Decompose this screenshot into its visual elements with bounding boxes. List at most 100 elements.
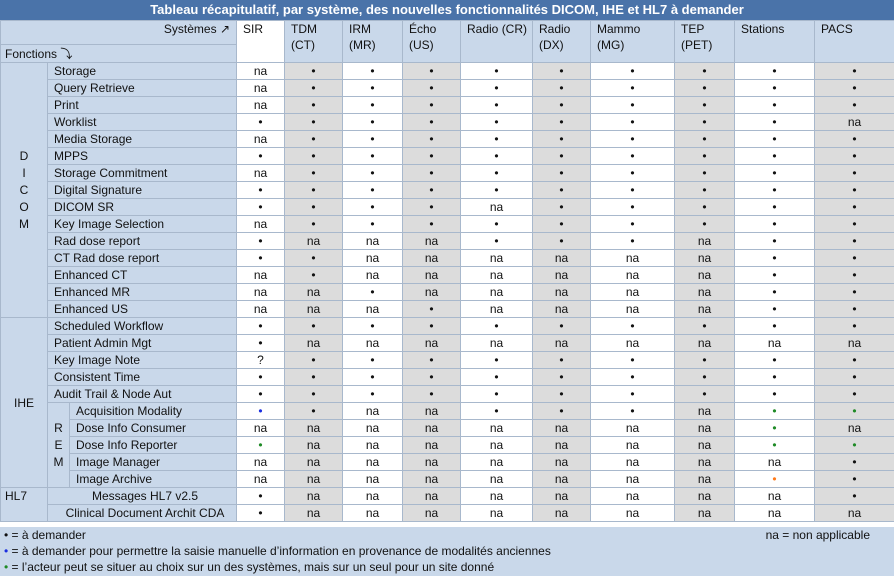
- value-cell: •: [734, 164, 815, 182]
- value-cell: •: [402, 181, 461, 199]
- function-label: Messages HL7 v2.5: [47, 487, 237, 505]
- value-cell: na: [674, 402, 735, 420]
- value-cell: •: [590, 232, 675, 250]
- value-cell: na: [674, 453, 735, 471]
- value-cell: na: [402, 402, 461, 420]
- value-cell: •: [284, 351, 343, 369]
- function-label: Storage Commitment: [47, 164, 237, 182]
- value-cell: na: [284, 232, 343, 250]
- table-row: HL7 Messages HL7 v2.5 • na na na na na na na na •: [0, 487, 894, 522]
- value-cell: •: [284, 181, 343, 199]
- value-cell: na: [674, 266, 735, 284]
- value-cell: •: [460, 113, 533, 131]
- value-cell: •: [284, 402, 343, 420]
- value-cell: na: [402, 487, 461, 505]
- value-cell: •: [674, 147, 735, 165]
- value-cell: •: [402, 198, 461, 216]
- value-cell: •: [814, 249, 894, 267]
- value-cell: •: [590, 130, 675, 148]
- value-cell: na: [734, 453, 815, 471]
- system-header-radio-cr: Radio (CR): [460, 20, 533, 63]
- value-cell: •: [674, 62, 735, 80]
- value-cell: na: [236, 266, 285, 284]
- value-cell: •: [284, 385, 343, 403]
- value-cell: •: [236, 232, 285, 250]
- value-cell: ?: [236, 351, 285, 369]
- value-cell: na: [342, 487, 403, 505]
- value-cell: •: [734, 266, 815, 284]
- value-cell: •: [284, 198, 343, 216]
- value-cell: na: [532, 504, 591, 522]
- value-cell: na: [532, 419, 591, 437]
- value-cell: •: [402, 317, 461, 335]
- value-cell: na: [532, 334, 591, 352]
- table-row: Dose Info Consumer na na na na na na na na • na: [1, 419, 894, 437]
- value-cell: •: [342, 164, 403, 182]
- value-cell: •: [236, 504, 285, 522]
- value-cell: •: [814, 470, 894, 488]
- value-cell: •: [734, 62, 815, 80]
- group-rem: R E M: [47, 402, 70, 488]
- legend-na: na = non applicable: [765, 528, 870, 542]
- value-cell: •: [674, 79, 735, 97]
- value-cell: na: [532, 470, 591, 488]
- value-cell: •: [590, 79, 675, 97]
- value-cell: •: [734, 470, 815, 488]
- value-cell: •: [532, 368, 591, 386]
- value-cell: •: [460, 232, 533, 250]
- value-cell: na: [460, 504, 533, 522]
- value-cell: •: [814, 147, 894, 165]
- function-label: Rad dose report: [47, 232, 237, 250]
- value-cell: •: [590, 351, 675, 369]
- system-header-tdm: TDM (CT): [284, 20, 343, 63]
- table-row: Key Image Note? • • • • • • • • •: [1, 351, 894, 369]
- value-cell: •: [814, 215, 894, 233]
- value-cell: na: [236, 62, 285, 80]
- value-cell: •: [342, 147, 403, 165]
- legend-line-2: • = à demander pour permettre la saisie …: [4, 544, 551, 558]
- value-cell: na: [342, 402, 403, 420]
- value-cell: •: [402, 62, 461, 80]
- value-cell: •: [532, 215, 591, 233]
- value-cell: •: [460, 62, 533, 80]
- value-cell: na: [402, 504, 461, 522]
- value-cell: •: [532, 181, 591, 199]
- group-hl7: HL7: [0, 487, 48, 522]
- value-cell: na: [674, 487, 735, 505]
- function-label: Scheduled Workflow: [47, 317, 237, 335]
- function-label: Storage: [47, 62, 237, 80]
- value-cell: na: [342, 249, 403, 267]
- value-cell: •: [734, 79, 815, 97]
- table-row: Enhanced MR na na • na na na na na • •: [1, 283, 894, 301]
- value-cell: •: [402, 385, 461, 403]
- system-header-tep: TEP (PET): [674, 20, 735, 63]
- value-cell: •: [734, 147, 815, 165]
- table-row: CT Rad dose report • • na na na na na na • •: [1, 249, 894, 267]
- value-cell: na: [342, 504, 403, 522]
- value-cell: na: [402, 266, 461, 284]
- value-cell: na: [402, 436, 461, 454]
- value-cell: •: [734, 402, 815, 420]
- table-row: Worklist • • • • • • • • • na: [1, 113, 894, 131]
- value-cell: •: [236, 198, 285, 216]
- value-cell: •: [460, 164, 533, 182]
- value-cell: •: [342, 79, 403, 97]
- value-cell: na: [590, 266, 675, 284]
- value-cell: •: [814, 368, 894, 386]
- value-cell: na: [342, 470, 403, 488]
- value-cell: •: [734, 368, 815, 386]
- value-cell: na: [734, 487, 815, 505]
- value-cell: •: [284, 113, 343, 131]
- value-cell: •: [590, 215, 675, 233]
- value-cell: •: [460, 130, 533, 148]
- value-cell: •: [532, 317, 591, 335]
- function-label: Clinical Document Archit CDA: [47, 504, 237, 522]
- value-cell: •: [734, 130, 815, 148]
- value-cell: na: [590, 453, 675, 471]
- value-cell: na: [236, 164, 285, 182]
- value-cell: •: [460, 215, 533, 233]
- value-cell: na: [814, 334, 894, 352]
- function-label: Enhanced US: [47, 300, 237, 318]
- function-label: Enhanced CT: [47, 266, 237, 284]
